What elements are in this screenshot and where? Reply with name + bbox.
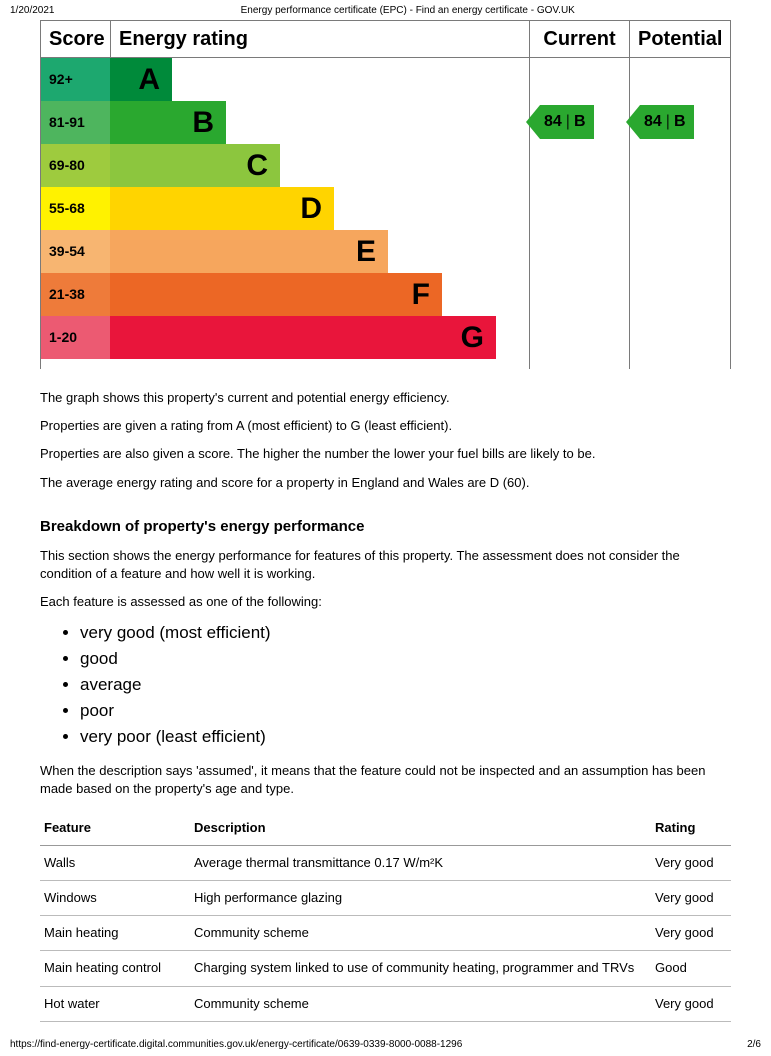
table-row: Main heating controlCharging system link… — [40, 951, 731, 986]
rating-level-item: good — [80, 647, 731, 671]
rating-level-item: very poor (least efficient) — [80, 725, 731, 749]
score-cell: 81-91 — [41, 101, 110, 144]
energy-rating-chart: Score Energy rating Current Potential 92… — [40, 20, 731, 369]
cell-rating: Very good — [651, 845, 731, 880]
table-row: Main heatingCommunity schemeVery good — [40, 916, 731, 951]
current-badge: 84 | B — [540, 105, 594, 139]
score-cell: 21-38 — [41, 273, 110, 316]
score-cell: 39-54 — [41, 230, 110, 273]
chart-row: 21-38F — [41, 273, 529, 316]
table-row: WindowsHigh performance glazingVery good — [40, 881, 731, 916]
cell-rating: Very good — [651, 986, 731, 1021]
score-cell: 55-68 — [41, 187, 110, 230]
col-description: Description — [190, 811, 651, 846]
cell-description: Average thermal transmittance 0.17 W/m²K — [190, 845, 651, 880]
header-date: 1/20/2021 — [10, 4, 55, 18]
chart-header: Score Energy rating Current Potential — [41, 21, 730, 58]
cell-description: Charging system linked to use of communi… — [190, 951, 651, 986]
col-rating: Rating — [651, 811, 731, 846]
table-row: Hot waterCommunity schemeVery good — [40, 986, 731, 1021]
footer-url: https://find-energy-certificate.digital.… — [10, 1038, 462, 1052]
cell-description: High performance glazing — [190, 881, 651, 916]
header-rating: Energy rating — [111, 21, 530, 57]
chart-row: 1-20G — [41, 316, 529, 359]
main-content: Score Energy rating Current Potential 92… — [0, 20, 771, 1032]
intro-p1: The graph shows this property's current … — [40, 389, 731, 407]
rating-bar: E — [110, 230, 388, 273]
col-feature: Feature — [40, 811, 190, 846]
potential-badge: 84 | B — [640, 105, 694, 139]
intro-p4: The average energy rating and score for … — [40, 474, 731, 492]
rating-level-item: very good (most efficient) — [80, 621, 731, 645]
chart-row: 69-80C — [41, 144, 529, 187]
rating-bar: F — [110, 273, 442, 316]
features-table: Feature Description Rating WallsAverage … — [40, 811, 731, 1022]
rating-levels-list: very good (most efficient)goodaveragepoo… — [80, 621, 731, 748]
chart-row: 55-68D — [41, 187, 529, 230]
chart-row: 81-91B — [41, 101, 529, 144]
breakdown-p2: Each feature is assessed as one of the f… — [40, 593, 731, 611]
intro-p2: Properties are given a rating from A (mo… — [40, 417, 731, 435]
rating-bar: B — [110, 101, 226, 144]
header-title: Energy performance certificate (EPC) - F… — [55, 4, 762, 18]
page-footer: https://find-energy-certificate.digital.… — [0, 1032, 771, 1056]
cell-feature: Hot water — [40, 986, 190, 1021]
table-header-row: Feature Description Rating — [40, 811, 731, 846]
table-row: WallsAverage thermal transmittance 0.17 … — [40, 845, 731, 880]
header-score: Score — [41, 21, 111, 57]
chart-bars: 92+A81-91B69-80C55-68D39-54E21-38F1-20G — [41, 58, 530, 369]
score-cell: 92+ — [41, 58, 110, 101]
score-cell: 1-20 — [41, 316, 110, 359]
intro-p3: Properties are also given a score. The h… — [40, 445, 731, 463]
page-header: 1/20/2021 Energy performance certificate… — [0, 0, 771, 20]
cell-rating: Very good — [651, 881, 731, 916]
cell-rating: Good — [651, 951, 731, 986]
breakdown-heading: Breakdown of property's energy performan… — [40, 516, 731, 537]
cell-feature: Main heating control — [40, 951, 190, 986]
cell-description: Community scheme — [190, 916, 651, 951]
footer-page: 2/6 — [747, 1038, 761, 1052]
breakdown-p3: When the description says 'assumed', it … — [40, 762, 731, 798]
header-current: Current — [530, 21, 630, 57]
rating-bar: A — [110, 58, 172, 101]
rating-level-item: average — [80, 673, 731, 697]
cell-feature: Main heating — [40, 916, 190, 951]
cell-description: Community scheme — [190, 986, 651, 1021]
score-cell: 69-80 — [41, 144, 110, 187]
chart-potential-column: 84 | B — [630, 58, 730, 369]
chart-current-column: 84 | B — [530, 58, 630, 369]
header-potential: Potential — [630, 21, 730, 57]
chart-body: 92+A81-91B69-80C55-68D39-54E21-38F1-20G … — [41, 58, 730, 369]
rating-bar: C — [110, 144, 280, 187]
cell-feature: Windows — [40, 881, 190, 916]
cell-rating: Very good — [651, 916, 731, 951]
cell-feature: Walls — [40, 845, 190, 880]
chart-row: 92+A — [41, 58, 529, 101]
chart-row: 39-54E — [41, 230, 529, 273]
rating-bar: D — [110, 187, 334, 230]
rating-bar: G — [110, 316, 496, 359]
rating-level-item: poor — [80, 699, 731, 723]
breakdown-p1: This section shows the energy performanc… — [40, 547, 731, 583]
